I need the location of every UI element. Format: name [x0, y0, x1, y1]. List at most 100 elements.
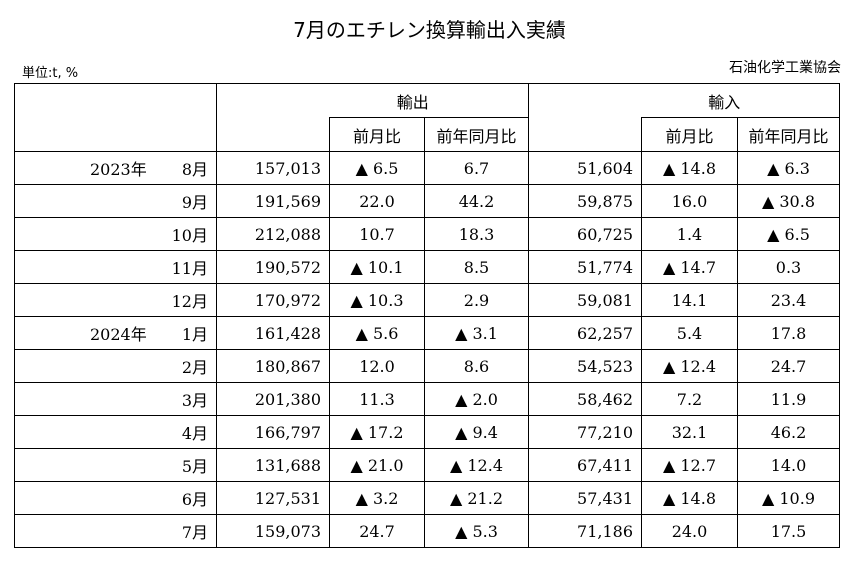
- source-label: 石油化学工業協会: [729, 60, 841, 76]
- month-label: 3月: [181, 391, 208, 410]
- import-mom-cell: ▲ 12.4: [641, 349, 738, 383]
- period-cell: 11月: [14, 250, 217, 284]
- import-yoy-cell: ▲ 6.5: [737, 217, 840, 251]
- import-volume-cell: 51,774: [528, 250, 642, 284]
- month-label: 9月: [181, 193, 208, 212]
- table-row: 11月 190,572 ▲ 10.1 8.5 51,774 ▲ 14.7 0.3: [14, 250, 840, 284]
- export-mom-cell: 12.0: [329, 349, 425, 383]
- import-mom-cell: 24.0: [641, 514, 738, 548]
- period-cell: 4月: [14, 415, 217, 449]
- export-yoy-cell: 44.2: [424, 184, 529, 218]
- period-cell: 5月: [14, 448, 217, 482]
- export-yoy-cell: ▲ 21.2: [424, 481, 529, 515]
- period-cell: 3月: [14, 382, 217, 416]
- import-mom-cell: 16.0: [641, 184, 738, 218]
- table-row: 3月 201,380 11.3 ▲ 2.0 58,462 7.2 11.9: [14, 382, 840, 416]
- import-volume-cell: 57,431: [528, 481, 642, 515]
- import-volume-cell: 59,081: [528, 283, 642, 317]
- month-label: 1月: [181, 325, 208, 344]
- import-volume-cell: 71,186: [528, 514, 642, 548]
- import-volume-header: [528, 117, 642, 152]
- month-label: 10月: [171, 226, 208, 245]
- month-label: 7月: [181, 523, 208, 542]
- period-cell: 2023年 8月: [14, 151, 217, 185]
- period-cell: 2024年 1月: [14, 316, 217, 350]
- import-mom-cell: 1.4: [641, 217, 738, 251]
- import-mom-cell: 5.4: [641, 316, 738, 350]
- export-volume-cell: 131,688: [216, 448, 330, 482]
- import-mom-cell: ▲ 12.7: [641, 448, 738, 482]
- import-yoy-cell: ▲ 10.9: [737, 481, 840, 515]
- import-mom-cell: ▲ 14.8: [641, 151, 738, 185]
- table-row: 2月 180,867 12.0 8.6 54,523 ▲ 12.4 24.7: [14, 349, 840, 383]
- trade-table: 輸出 輸入 前月比 前年同月比 前月比 前年同月比 2023年 8月 157,013…: [14, 83, 840, 548]
- import-volume-cell: 59,875: [528, 184, 642, 218]
- export-yoy-cell: ▲ 12.4: [424, 448, 529, 482]
- export-yoy-cell: 18.3: [424, 217, 529, 251]
- export-mom-cell: 10.7: [329, 217, 425, 251]
- import-yoy-cell: 11.9: [737, 382, 840, 416]
- import-yoy-cell: ▲ 30.8: [737, 184, 840, 218]
- import-yoy-cell: 23.4: [737, 283, 840, 317]
- import-yoy-header: 前年同月比: [737, 117, 840, 152]
- export-yoy-cell: 2.9: [424, 283, 529, 317]
- export-volume-cell: 159,073: [216, 514, 330, 548]
- table-row: 5月 131,688 ▲ 21.0 ▲ 12.4 67,411 ▲ 12.7 14.0: [14, 448, 840, 482]
- export-volume-cell: 191,569: [216, 184, 330, 218]
- month-label: 2月: [181, 358, 208, 377]
- import-blank-cell: [528, 83, 642, 118]
- import-volume-cell: 60,725: [528, 217, 642, 251]
- export-mom-cell: ▲ 5.6: [329, 316, 425, 350]
- export-mom-cell: ▲ 21.0: [329, 448, 425, 482]
- month-label: 4月: [181, 424, 208, 443]
- corner-cell-2: [14, 117, 217, 152]
- period-cell: 6月: [14, 481, 217, 515]
- export-yoy-cell: ▲ 5.3: [424, 514, 529, 548]
- export-yoy-header: 前年同月比: [424, 117, 529, 152]
- year-label: 2024年: [90, 325, 147, 344]
- import-mom-cell: ▲ 14.7: [641, 250, 738, 284]
- import-yoy-cell: 17.8: [737, 316, 840, 350]
- import-yoy-cell: 14.0: [737, 448, 840, 482]
- import-header: 輸入: [641, 83, 840, 118]
- import-yoy-cell: 46.2: [737, 415, 840, 449]
- export-yoy-cell: 8.6: [424, 349, 529, 383]
- table-row: 9月 191,569 22.0 44.2 59,875 16.0 ▲ 30.8: [14, 184, 840, 218]
- import-volume-cell: 54,523: [528, 349, 642, 383]
- table-row: 12月 170,972 ▲ 10.3 2.9 59,081 14.1 23.4: [14, 283, 840, 317]
- unit-label: 単位:t, %: [22, 66, 79, 81]
- month-label: 11月: [171, 259, 208, 278]
- export-volume-cell: 201,380: [216, 382, 330, 416]
- export-volume-cell: 166,797: [216, 415, 330, 449]
- import-mom-cell: 14.1: [641, 283, 738, 317]
- export-yoy-cell: ▲ 2.0: [424, 382, 529, 416]
- table-row: 2023年 8月 157,013 ▲ 6.5 6.7 51,604 ▲ 14.8 ▲ 6.3: [14, 151, 840, 185]
- table-body: 輸出 輸入 前月比 前年同月比 前月比 前年同月比 2023年 8月 157,013…: [14, 83, 840, 548]
- table-row: 4月 166,797 ▲ 17.2 ▲ 9.4 77,210 32.1 46.2: [14, 415, 840, 449]
- export-mom-cell: ▲ 3.2: [329, 481, 425, 515]
- export-yoy-cell: ▲ 9.4: [424, 415, 529, 449]
- export-volume-cell: 190,572: [216, 250, 330, 284]
- import-yoy-cell: 24.7: [737, 349, 840, 383]
- export-mom-cell: 22.0: [329, 184, 425, 218]
- period-cell: 10月: [14, 217, 217, 251]
- export-volume-cell: 180,867: [216, 349, 330, 383]
- import-mom-cell: ▲ 14.8: [641, 481, 738, 515]
- month-label: 5月: [181, 457, 208, 476]
- page-title: 7月のエチレン換算輸出入実績: [293, 18, 566, 42]
- period-cell: 9月: [14, 184, 217, 218]
- table-row: 7月 159,073 24.7 ▲ 5.3 71,186 24.0 17.5: [14, 514, 840, 548]
- export-mom-cell: ▲ 10.3: [329, 283, 425, 317]
- export-volume-cell: 127,531: [216, 481, 330, 515]
- import-mom-cell: 32.1: [641, 415, 738, 449]
- table-row: 2024年 1月 161,428 ▲ 5.6 ▲ 3.1 62,257 5.4 17.8: [14, 316, 840, 350]
- period-cell: 7月: [14, 514, 217, 548]
- export-mom-cell: ▲ 6.5: [329, 151, 425, 185]
- export-yoy-cell: 6.7: [424, 151, 529, 185]
- export-mom-cell: ▲ 10.1: [329, 250, 425, 284]
- import-volume-cell: 67,411: [528, 448, 642, 482]
- export-volume-cell: 170,972: [216, 283, 330, 317]
- export-yoy-cell: ▲ 3.1: [424, 316, 529, 350]
- period-cell: 12月: [14, 283, 217, 317]
- import-yoy-cell: 17.5: [737, 514, 840, 548]
